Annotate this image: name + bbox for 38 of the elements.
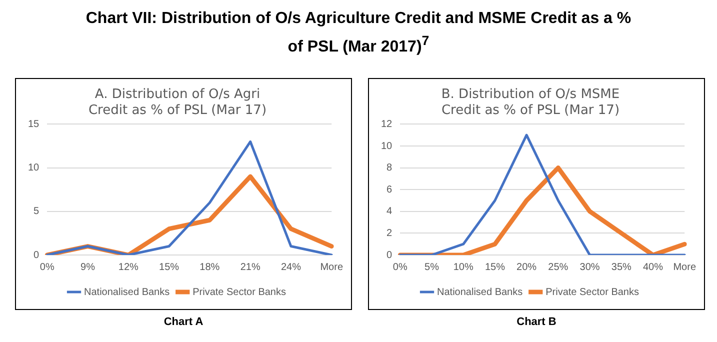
x-tick-label: 9%: [80, 262, 96, 273]
x-tick-label: 18%: [200, 262, 220, 273]
x-tick-label: More: [673, 262, 696, 273]
y-tick-label: 4: [386, 206, 393, 218]
x-tick-label: 0%: [392, 262, 408, 273]
y-tick-label: 0: [34, 250, 40, 261]
y-tick-label: 6: [386, 184, 393, 196]
y-tick-label: 12: [381, 118, 393, 130]
y-tick-label: 2: [386, 228, 393, 239]
text: Chart B: [516, 316, 558, 328]
x-tick-label: 5%: [424, 262, 440, 273]
y-tick-label: 10: [28, 162, 40, 174]
y-tick-label: 8: [386, 162, 393, 174]
x-tick-label: 21%: [240, 262, 260, 273]
x-tick-label: 15%: [484, 262, 506, 273]
x-tick-label: 20%: [516, 262, 537, 273]
x-tick-label: 15%: [159, 262, 180, 273]
x-tick-label: 0%: [40, 262, 54, 273]
x-tick-label: 40%: [642, 262, 664, 273]
chart-title: A. Distribution of O/s Agri Credit as % of PSL (Mar 17): [88, 87, 267, 118]
text: Chart VII: Distribution of O/s Agriculture Credit and MSME Credit as a % of PSL (Mar 2017)$^{7}$: [84, 9, 632, 58]
x-tick-label: 24%: [280, 262, 302, 273]
text: Chart A: [162, 316, 204, 328]
x-tick-label: 10%: [453, 262, 474, 273]
y-tick-label: 5: [34, 206, 40, 218]
legend-label: Private Sector Banks: [192, 286, 286, 298]
legend-label: Nationalised Banks: [84, 286, 170, 298]
chart-title: B. Distribution of O/s MSME Credit as % of PSL (Mar 17): [441, 87, 620, 118]
x-tick-label: 35%: [611, 262, 632, 273]
x-tick-label: 30%: [580, 262, 600, 273]
x-tick-label: More: [320, 262, 344, 273]
legend-label: Nationalised Banks: [437, 286, 523, 298]
x-tick-label: 12%: [118, 262, 139, 273]
y-tick-label: 0: [386, 250, 393, 261]
x-tick-label: 25%: [548, 262, 568, 273]
y-tick-label: 15: [28, 118, 40, 130]
y-tick-label: 10: [381, 140, 393, 152]
legend-label: Private Sector Banks: [546, 286, 639, 298]
